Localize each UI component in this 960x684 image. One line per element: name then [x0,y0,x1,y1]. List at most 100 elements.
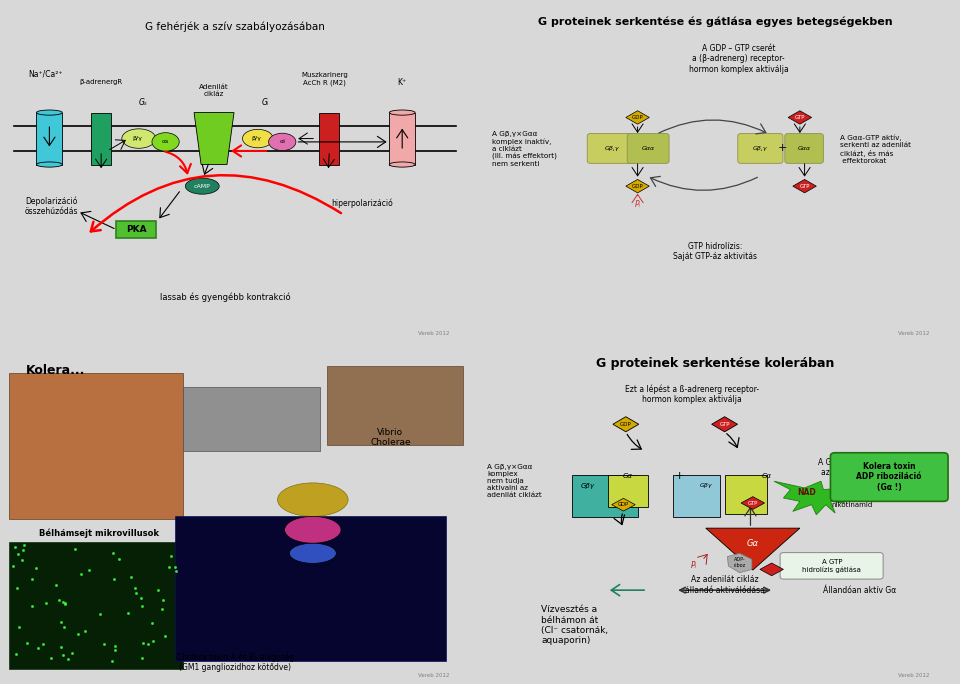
FancyBboxPatch shape [830,453,948,501]
FancyBboxPatch shape [10,373,183,519]
Polygon shape [788,111,811,124]
Text: G fehérjék a szív szabályozásában: G fehérjék a szív szabályozásában [145,22,325,32]
Text: Vereb 2012: Vereb 2012 [418,673,449,678]
Text: GTP: GTP [719,422,730,427]
Text: +: + [675,471,684,481]
Text: Na⁺/Ca²⁺: Na⁺/Ca²⁺ [28,69,62,79]
Text: Gβ,γ: Gβ,γ [753,146,768,151]
Text: Pᵢ: Pᵢ [691,560,697,570]
Ellipse shape [269,133,296,150]
Text: Az adenilát cikláz
állandó aktiválódása: Az adenilát cikláz állandó aktiválódása [684,575,764,595]
Text: lassab és gyengébb kontrakció: lassab és gyengébb kontrakció [160,292,291,302]
Ellipse shape [389,110,415,115]
Text: Gβ,γ: Gβ,γ [605,146,619,151]
Text: β/γ: β/γ [132,136,142,141]
Ellipse shape [243,129,273,148]
Text: GDP: GDP [632,115,643,120]
Ellipse shape [389,162,415,167]
Text: Állandóan aktív Gα: Állandóan aktív Gα [824,586,897,594]
Polygon shape [626,179,649,193]
Text: GTP: GTP [795,115,805,120]
Ellipse shape [36,110,62,115]
Text: Gᵢ: Gᵢ [262,98,270,107]
Ellipse shape [152,133,180,151]
FancyBboxPatch shape [10,542,183,669]
FancyBboxPatch shape [389,113,415,165]
FancyBboxPatch shape [785,133,824,163]
Polygon shape [774,482,845,515]
Text: GTP: GTP [748,501,758,505]
Text: cAMP: cAMP [194,183,210,189]
Text: GDP: GDP [632,183,643,189]
FancyBboxPatch shape [609,475,648,508]
FancyBboxPatch shape [572,475,637,517]
Ellipse shape [122,129,156,148]
Text: Adenilát
cikláz: Adenilát cikláz [199,84,228,97]
FancyBboxPatch shape [588,133,636,163]
Text: GDP: GDP [618,502,629,508]
Text: GTP: GTP [800,183,810,189]
Text: β/γ: β/γ [252,136,261,141]
Text: A Gαα-GTP aktiválja
az adenilát-ciklázt: A Gαα-GTP aktiválja az adenilát-ciklázt [818,458,895,477]
FancyBboxPatch shape [320,113,339,165]
Text: Gα: Gα [762,473,772,479]
FancyBboxPatch shape [627,133,669,163]
Text: G proteinek serkentése és gátlása egyes betegségekben: G proteinek serkentése és gátlása egyes … [538,17,893,27]
Text: hiperpolarizáció: hiperpolarizáció [331,198,393,208]
Text: G proteinek serkentése kolerában: G proteinek serkentése kolerában [596,357,834,370]
Text: GDP: GDP [620,422,632,427]
Polygon shape [741,497,764,510]
Ellipse shape [277,483,348,516]
FancyBboxPatch shape [116,221,156,239]
Text: Vereb 2012: Vereb 2012 [898,331,929,336]
Text: Gₛ: Gₛ [139,98,148,107]
Text: Bélhámsejt mikrovillusok: Bélhámsejt mikrovillusok [38,528,158,538]
FancyBboxPatch shape [327,367,464,445]
Polygon shape [793,179,816,193]
Polygon shape [626,111,649,124]
Text: αi: αi [279,140,285,144]
Text: Gβγ: Gβγ [700,483,712,488]
Ellipse shape [185,178,219,194]
Text: Gαα: Gαα [641,146,655,151]
Polygon shape [612,499,636,511]
Polygon shape [706,528,800,570]
Polygon shape [760,563,783,576]
Ellipse shape [36,162,62,167]
Text: Cholera toxin A és B₅ alegység
(GM1 gangliozidhoz kötődve): Cholera toxin A és B₅ alegység (GM1 gang… [177,653,294,672]
Text: ADP-
riboz: ADP- riboz [733,557,746,568]
FancyBboxPatch shape [183,387,320,451]
Polygon shape [728,553,752,573]
Text: GTP: GTP [766,567,777,572]
Text: A GTP
hidrolízis gátlása: A GTP hidrolízis gátlása [803,560,861,573]
Polygon shape [711,417,737,432]
Text: αs: αs [162,140,169,144]
Text: A Gαα-GTP aktív,
serkenti az adenilát
ciklázt, és más
 effektorokat: A Gαα-GTP aktív, serkenti az adenilát ci… [840,135,911,163]
Text: GTP hidrolízis:
Saját GTP-áz aktivitás: GTP hidrolízis: Saját GTP-áz aktivitás [673,242,757,261]
Text: Depolarizáció
összehúzódás: Depolarizáció összehúzódás [25,196,79,216]
Text: Pᵢ: Pᵢ [635,200,640,209]
Text: Gαα: Gαα [798,146,810,151]
Text: A GDP – GTP cserét
a (β-adrenerg) receptor-
hormon komplex aktiválja: A GDP – GTP cserét a (β-adrenerg) recept… [689,44,788,73]
FancyBboxPatch shape [91,113,111,165]
Polygon shape [194,113,234,165]
Text: Gα: Gα [747,539,758,548]
Text: Muszkarinerg
AcCh R (M2): Muszkarinerg AcCh R (M2) [301,72,348,86]
FancyBboxPatch shape [673,475,720,517]
Text: Vibrio
Cholerae: Vibrio Cholerae [371,428,411,447]
Text: K⁺: K⁺ [397,78,407,87]
FancyBboxPatch shape [738,133,783,163]
Text: β-adrenergR: β-adrenergR [80,79,123,86]
Text: Gα: Gα [623,473,634,479]
Text: Kolera...: Kolera... [26,364,85,377]
FancyBboxPatch shape [36,113,62,165]
Text: Kolera toxin
ADP riboziláció
(Gα !): Kolera toxin ADP riboziláció (Gα !) [856,462,922,492]
Text: Ezt a lépést a ß-adrenerg receptor-
hormon komplex aktiválja: Ezt a lépést a ß-adrenerg receptor- horm… [625,384,758,404]
Text: +: + [778,143,786,153]
Text: Vízvesztés a
bélhámon át
(Cl⁻ csatornák,
aquaporin): Vízvesztés a bélhámon át (Cl⁻ csatornák,… [541,605,609,646]
Text: nikotinamid: nikotinamid [831,501,873,508]
Text: Vereb 2012: Vereb 2012 [898,673,929,678]
Text: Gβγ: Gβγ [580,484,594,489]
Polygon shape [612,417,638,432]
FancyBboxPatch shape [176,516,445,661]
